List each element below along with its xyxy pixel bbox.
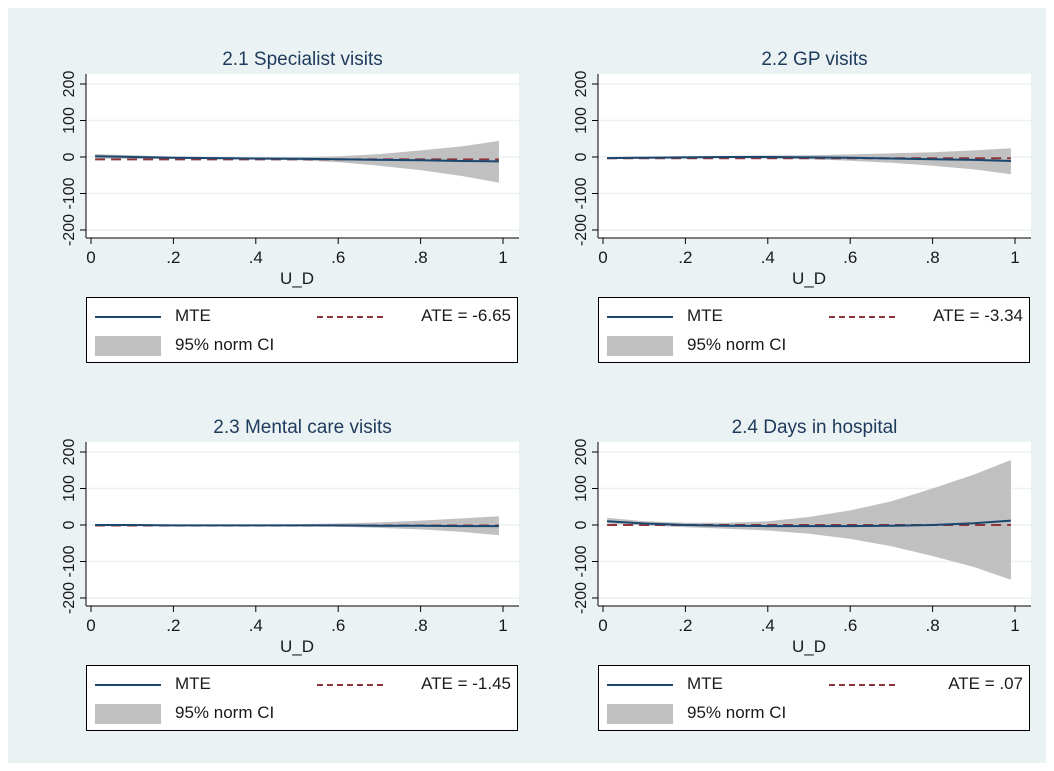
y-tick-label: 200 [573,71,590,98]
mte-line [607,519,1011,528]
legend-mte-label: MTE [687,306,723,325]
legend: MTE ATE = .07 95% norm CI [598,665,1030,731]
legend-ci-swatch [95,704,161,724]
y-tick-label: 200 [61,439,78,466]
legend-ate-line [317,684,383,686]
x-axis-label: U_D [280,269,314,288]
x-axis-label: U_D [280,637,314,656]
legend-ci-swatch [95,336,161,356]
x-tick-label: .2 [166,248,180,267]
legend-ate-line [829,684,895,686]
legend-mte-line [607,316,673,318]
legend-ci-label: 95% norm CI [687,703,787,722]
y-tick-label: -200 [573,214,590,246]
y-tick-label: 100 [573,475,590,502]
plot-mental-care-visits: -200 -100 0 100 200 0 .2 .4 .6 .8 1 U_D 2.3 Mental c… [61,417,519,656]
legend: MTE ATE = -3.34 95% norm CI [598,297,1030,363]
x-tick-label: 0 [598,616,607,635]
y-tick-label: -200 [61,214,78,246]
legend-mte-line [95,316,161,318]
y-tick-label: -100 [61,545,78,577]
x-axis-label: U_D [792,269,826,288]
plot-gp-visits: -200 -100 0 100 200 0 .2 .4 .6 .8 1 U_D 2.2 GP visit… [573,49,1031,288]
plot-specialist-visits: -200 -100 0 100 200 0 .2 .4 .6 .8 1 U_D 2.1 Speciali… [61,49,519,288]
x-tick-label: 1 [498,616,507,635]
figure: -200 -100 0 100 200 0.2.4.6.8 1 U_D 2.1 Speciali… [8,8,1046,763]
x-tick-label: .6 [331,616,345,635]
x-tick-label: .4 [249,248,263,267]
x-tick-label: .2 [678,248,692,267]
y-tick-label: -100 [573,177,590,209]
x-tick-label: .6 [843,616,857,635]
x-tick-label: .8 [926,616,940,635]
legend: MTE ATE = -6.65 95% norm CI [86,297,518,363]
chart-title: 2.4 Days in hospital [732,417,898,438]
panel-specialist-visits: -200 -100 0 100 200 0 .2 .4 .6 .8 1 U_D 2.1 Speciali… [8,8,527,376]
x-tick-label: 0 [86,248,95,267]
legend-ate-label: ATE = -6.65 [421,306,511,325]
ci-band [607,148,1011,175]
x-axis-label: U_D [792,637,826,656]
y-tick-label: -100 [61,177,78,209]
legend-ci-swatch [607,336,673,356]
y-tick-label: -200 [61,582,78,614]
legend-mte-label: MTE [175,674,211,693]
y-tick-label: 100 [61,107,78,134]
x-tick-label: .8 [414,248,428,267]
x-tick-label: .4 [761,616,775,635]
y-tick-label: 200 [573,439,590,466]
mte-line [95,524,499,528]
x-tick-label: 0 [598,248,607,267]
legend-ate-label: ATE = -1.45 [421,674,511,693]
y-tick-label: 100 [61,475,78,502]
legend-ci-swatch [607,704,673,724]
chart-title: 2.1 Specialist visits [222,49,383,70]
y-tick-label: -100 [573,545,590,577]
y-tick-label: 0 [573,152,590,161]
y-tick-label: 0 [573,520,590,529]
plot-days-in-hospital: -200 -100 0 100 200 0 .2 .4 .6 .8 1 U_D 2.4 Days in … [573,417,1031,656]
ci-band [95,140,499,183]
legend-mte-line [607,684,673,686]
legend-ate-label: ATE = -3.34 [933,306,1023,325]
mte-line [95,155,499,163]
x-tick-label: .6 [843,248,857,267]
legend-ate-line [829,316,895,318]
x-tick-label: .4 [761,248,775,267]
x-tick-label: 0 [86,616,95,635]
legend-ate-label: ATE = .07 [948,674,1023,693]
y-tick-label: 200 [61,71,78,98]
legend-ci-label: 95% norm CI [175,335,275,354]
x-tick-label: 1 [1010,248,1019,267]
panel-gp-visits: -200 -100 0 100 200 0 .2 .4 .6 .8 1 U_D 2.2 GP visit… [520,8,1039,376]
chart-title: 2.3 Mental care visits [213,417,391,438]
legend-mte-label: MTE [175,306,211,325]
x-tick-label: .6 [331,248,345,267]
panel-mental-care-visits: -200 -100 0 100 200 0 .2 .4 .6 .8 1 U_D 2.3 Mental c… [8,376,527,756]
legend-ci-label: 95% norm CI [687,335,787,354]
x-tick-label: .4 [249,616,263,635]
ci-band [607,460,1011,580]
legend-mte-label: MTE [687,674,723,693]
x-tick-label: 1 [498,248,507,267]
y-tick-label: 0 [61,152,78,161]
x-tick-label: .8 [926,248,940,267]
panel-days-in-hospital: -200 -100 0 100 200 0 .2 .4 .6 .8 1 U_D 2.4 Days in … [520,376,1039,756]
y-tick-label: -200 [573,582,590,614]
x-tick-label: .2 [166,616,180,635]
legend-ate-line [317,316,383,318]
y-tick-label: 0 [61,520,78,529]
y-tick-label: 100 [573,107,590,134]
legend-ci-label: 95% norm CI [175,703,275,722]
legend: MTE ATE = -1.45 95% norm CI [86,665,518,731]
x-tick-label: .2 [678,616,692,635]
x-tick-label: .8 [414,616,428,635]
mte-line [607,156,1011,162]
x-tick-label: 1 [1010,616,1019,635]
chart-title: 2.2 GP visits [761,49,867,70]
legend-mte-line [95,684,161,686]
